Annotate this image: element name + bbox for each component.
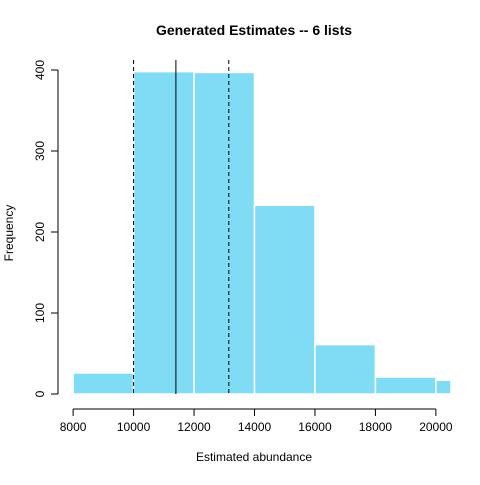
histogram-bar — [374, 376, 437, 395]
histogram-bar — [72, 372, 135, 395]
chart-title: Generated Estimates -- 6 lists — [156, 22, 352, 38]
x-tick-label: 12000 — [177, 420, 211, 434]
x-tick-label: 14000 — [238, 420, 272, 434]
histogram-bar — [314, 343, 377, 395]
histogram-bar — [132, 70, 195, 395]
x-tick-label: 8000 — [60, 420, 87, 434]
y-tick-label: 200 — [33, 222, 47, 242]
x-tick-label: 18000 — [359, 420, 393, 434]
y-tick-label: 400 — [33, 60, 47, 80]
histogram-bar — [193, 71, 256, 395]
histogram-bars — [72, 70, 452, 395]
y-tick-label: 0 — [33, 390, 47, 397]
y-axis: 0 100 200 300 400 — [33, 60, 59, 397]
y-tick-label: 100 — [33, 303, 47, 323]
x-axis: 8000 10000 12000 14000 16000 18000 20000 — [60, 408, 453, 434]
histogram-bar — [253, 204, 316, 395]
x-axis-label: Estimated abundance — [196, 450, 312, 464]
y-axis-label: Frequency — [2, 205, 16, 262]
x-tick-label: 10000 — [117, 420, 151, 434]
histogram-bar — [435, 379, 452, 395]
y-tick-label: 300 — [33, 141, 47, 161]
x-tick-label: 16000 — [298, 420, 332, 434]
x-tick-label: 20000 — [419, 420, 453, 434]
reference-lines — [133, 60, 230, 394]
